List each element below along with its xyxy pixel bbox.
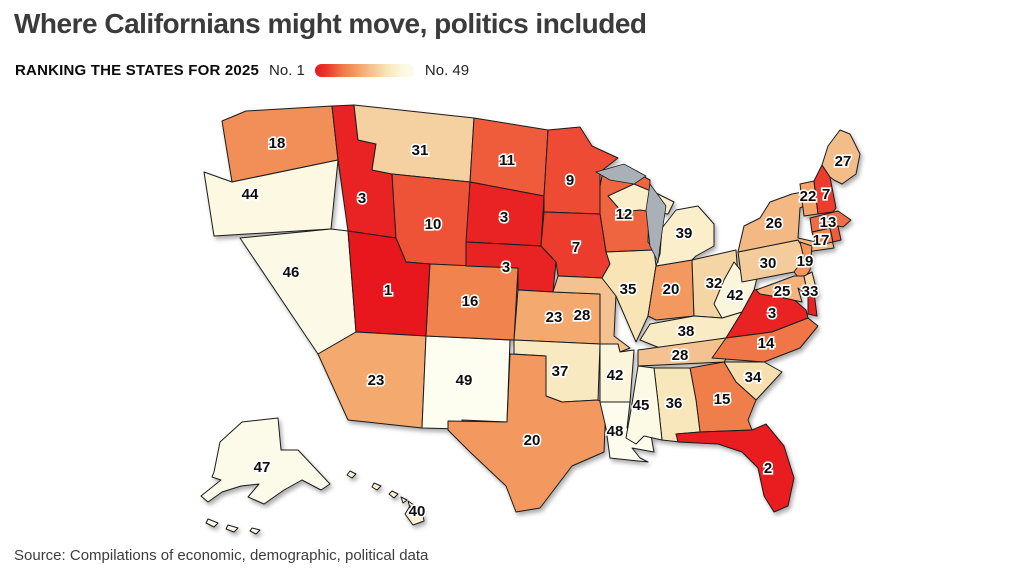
rank-label-NY: 26 xyxy=(766,215,783,232)
rank-label-CO: 16 xyxy=(462,293,479,310)
rank-label-CT: 17 xyxy=(813,232,830,249)
rank-label-AL: 36 xyxy=(666,395,683,412)
source-note: Source: Compilations of economic, demogr… xyxy=(14,547,429,564)
rank-label-PA: 30 xyxy=(760,255,777,272)
rank-label-UT: 1 xyxy=(384,282,392,299)
rank-label-AZ: 23 xyxy=(368,372,385,389)
rank-label-ND: 11 xyxy=(499,152,515,169)
rank-label-NH: 7 xyxy=(822,186,830,203)
state-FL xyxy=(675,423,795,513)
rank-label-MA: 13 xyxy=(820,214,837,231)
rank-label-KY: 38 xyxy=(678,323,695,340)
state-MD xyxy=(755,275,809,303)
rank-label-MS: 45 xyxy=(633,397,650,414)
rank-label-WI: 12 xyxy=(616,206,633,223)
state-ME xyxy=(821,129,861,185)
rank-label-LA: 48 xyxy=(607,423,624,440)
rank-label-WY: 10 xyxy=(425,216,442,233)
rank-label-VA: 3 xyxy=(768,305,776,322)
rank-label-MI: 39 xyxy=(676,225,693,242)
rank-label-HI: 40 xyxy=(409,503,426,520)
legend: RANKING THE STATES FOR 2025 No. 1 No. 49 xyxy=(15,62,469,79)
legend-max-label: No. 49 xyxy=(424,62,470,79)
rank-label-FL: 2 xyxy=(764,460,772,477)
state-NC xyxy=(711,317,819,363)
state-DE xyxy=(803,271,819,297)
legend-min-label: No. 1 xyxy=(269,62,305,79)
rank-label-OH: 32 xyxy=(706,275,723,292)
lakes-group xyxy=(594,163,667,264)
rank-label-SD: 3 xyxy=(500,209,508,226)
state-NV xyxy=(239,228,357,355)
rank-label-GA: 15 xyxy=(714,391,731,408)
rank-label-TN: 28 xyxy=(672,347,689,364)
rank-label-VT: 22 xyxy=(800,188,817,205)
rank-label-NJ: 19 xyxy=(797,253,814,270)
rank-label-IN: 20 xyxy=(663,281,680,298)
rank-label-DE: 33 xyxy=(802,283,819,300)
rank-label-MO: 28 xyxy=(574,307,591,324)
rank-label-WA: 18 xyxy=(269,135,286,152)
rank-label-AK: 47 xyxy=(254,459,271,476)
rank-label-OK: 37 xyxy=(552,363,569,380)
rank-label-AR: 42 xyxy=(607,367,624,384)
state-TX xyxy=(447,353,607,513)
rank-label-ME: 27 xyxy=(835,153,852,170)
rank-label-SC: 34 xyxy=(745,369,762,386)
rank-label-NV: 46 xyxy=(283,264,300,281)
header: Where Californians might move, politics … xyxy=(14,8,647,40)
rank-label-MD: 25 xyxy=(774,283,791,300)
rank-label-TX: 20 xyxy=(524,432,541,449)
state-NY xyxy=(737,189,835,253)
rank-label-NC: 14 xyxy=(758,335,775,352)
rank-label-IA: 7 xyxy=(572,239,580,256)
state-AK xyxy=(200,417,331,535)
state-MA xyxy=(809,210,852,233)
rank-label-MN: 9 xyxy=(566,172,574,189)
rank-label-WV: 42 xyxy=(727,287,744,304)
states-group xyxy=(200,104,861,535)
lake-superior xyxy=(594,163,647,185)
rank-label-KS: 23 xyxy=(546,309,563,326)
state-HI xyxy=(346,470,425,526)
lake-michigan xyxy=(645,182,667,264)
rank-label-NM: 49 xyxy=(456,372,473,389)
rank-label-NE: 3 xyxy=(502,259,510,276)
legend-gradient-bar xyxy=(314,64,415,77)
rank-label-MT: 31 xyxy=(412,142,429,159)
rank-label-IL: 35 xyxy=(620,281,637,298)
rank-label-OR: 44 xyxy=(242,186,259,203)
legend-kicker: RANKING THE STATES FOR 2025 xyxy=(15,62,260,79)
state-MS xyxy=(625,365,663,445)
rank-label-ID: 3 xyxy=(358,190,366,207)
page-title: Where Californians might move, politics … xyxy=(14,8,647,39)
state-OR xyxy=(203,159,339,237)
